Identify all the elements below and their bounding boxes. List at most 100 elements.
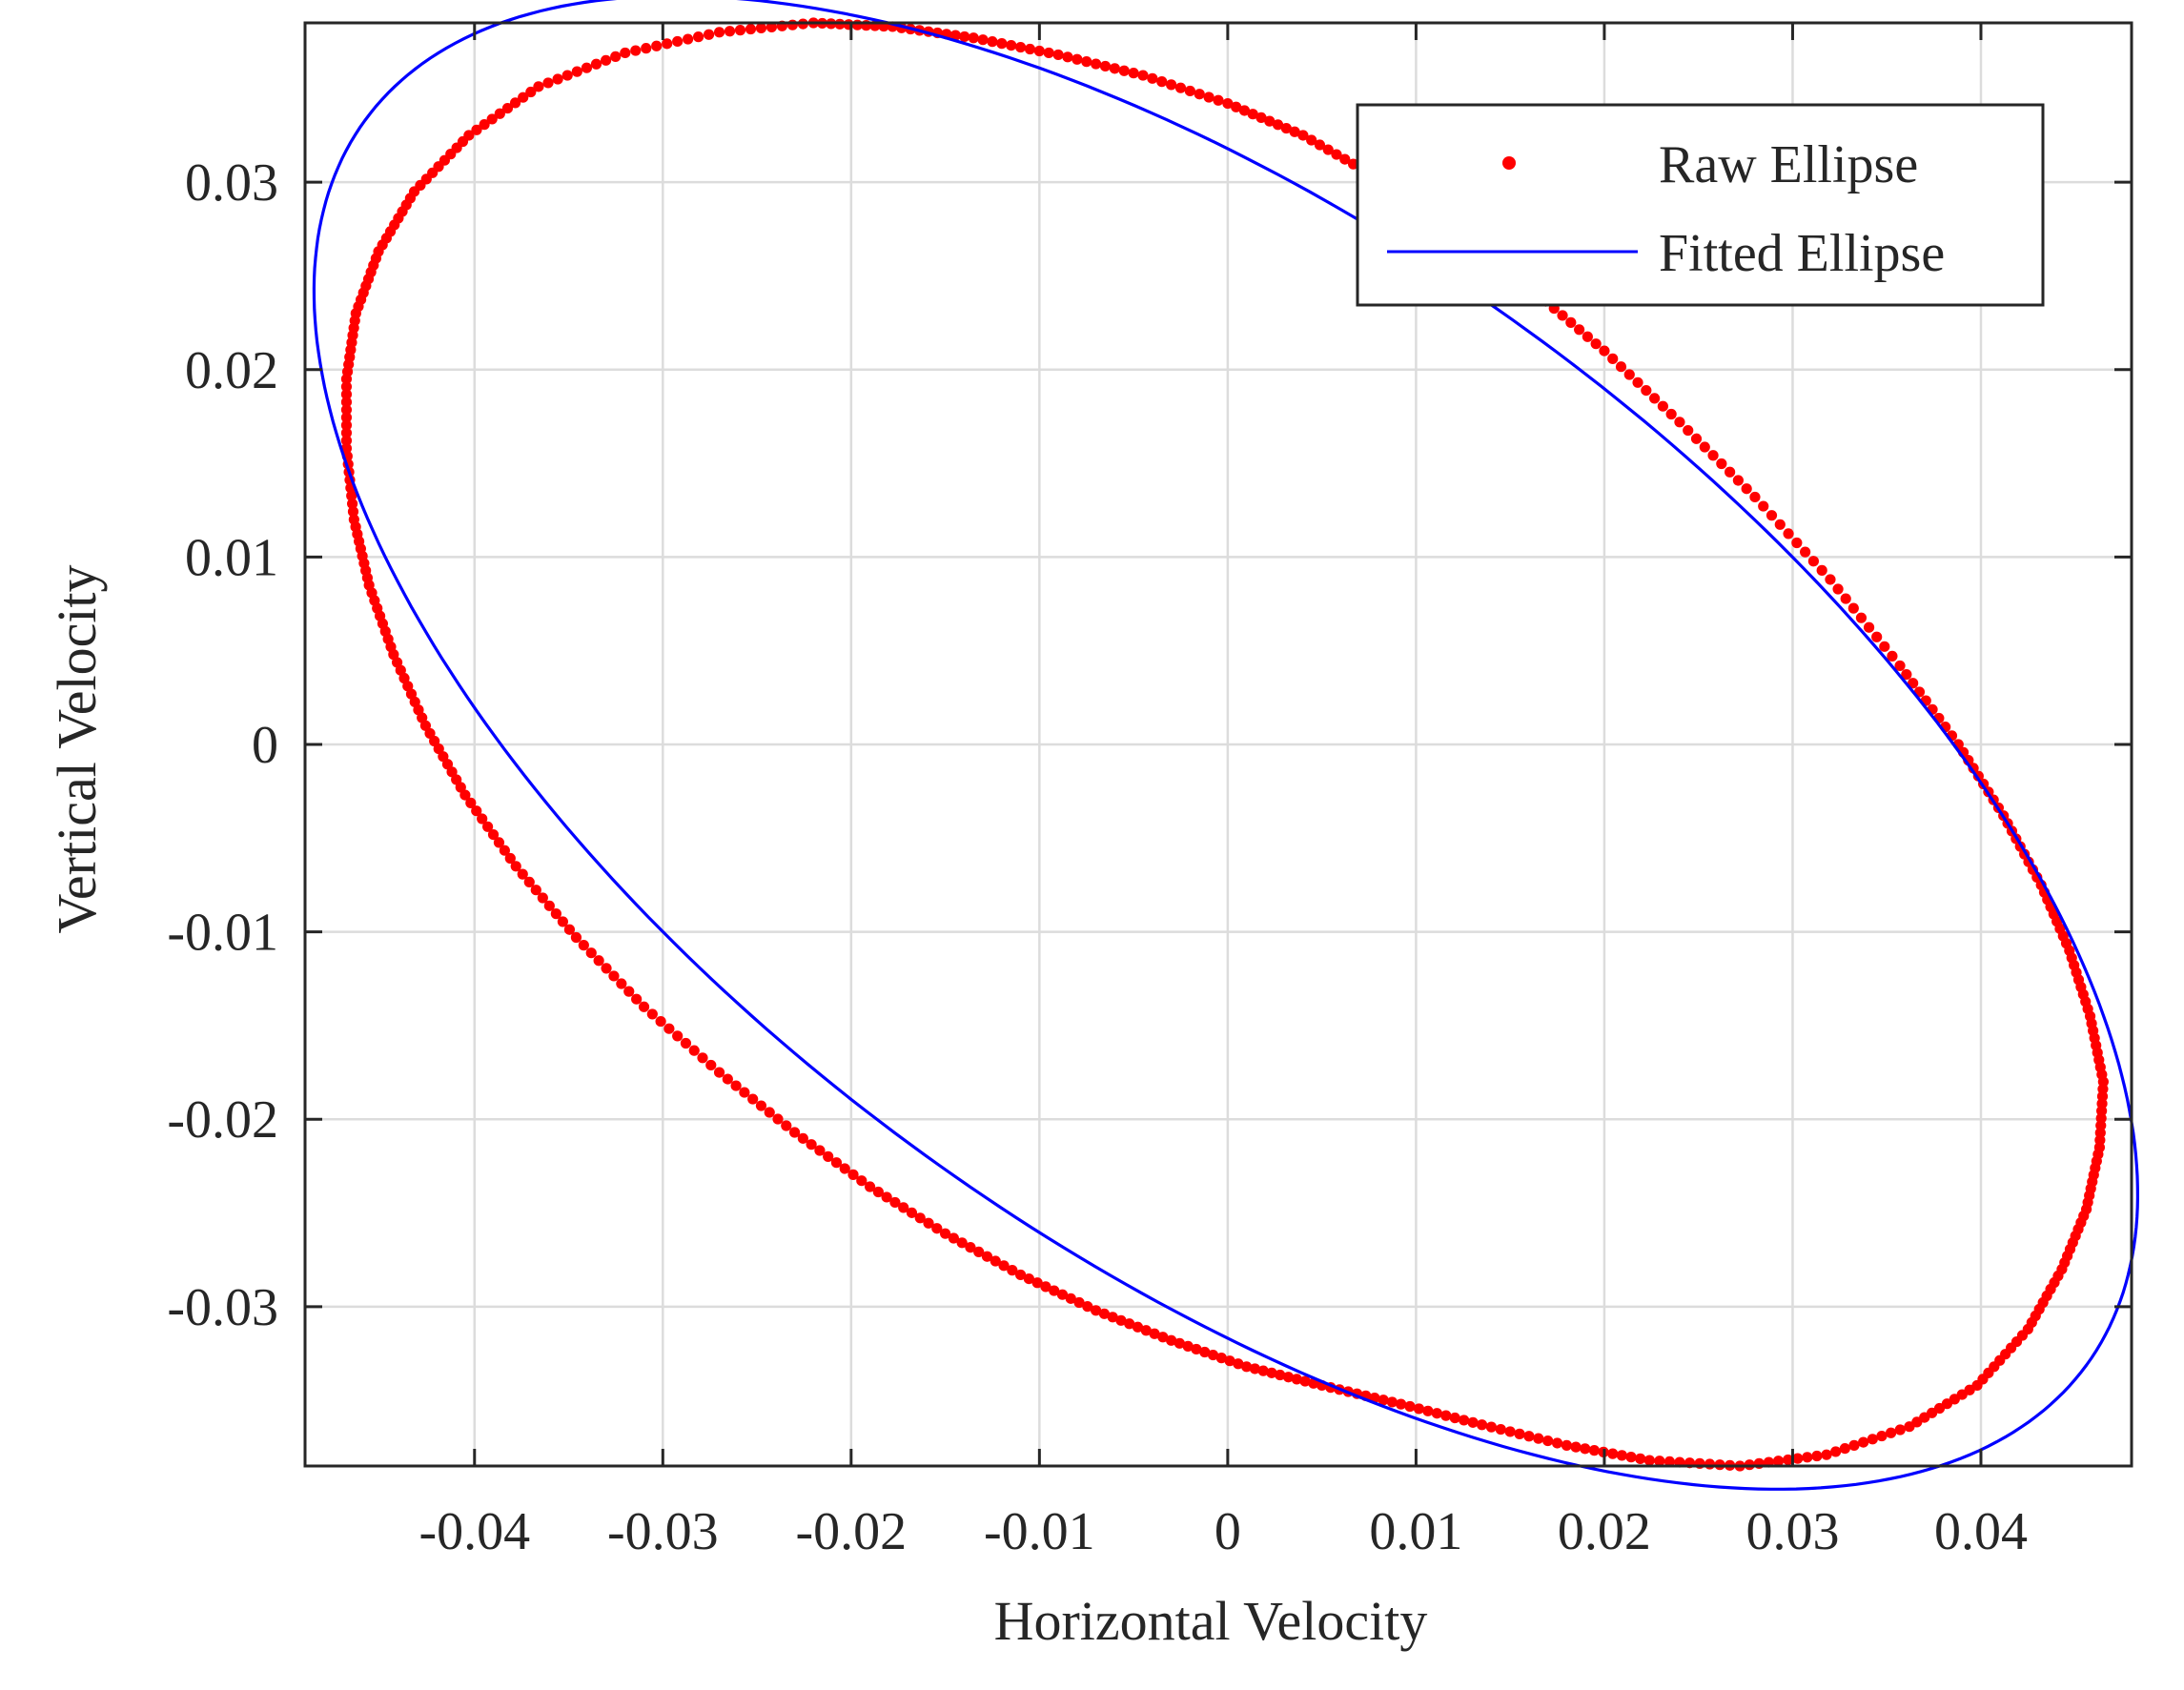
raw-ellipse-point <box>973 1246 985 1258</box>
raw-ellipse-point <box>1098 1308 1110 1319</box>
x-tick-label: -0.03 <box>607 1502 719 1561</box>
raw-ellipse-point <box>1876 1430 1888 1442</box>
raw-ellipse-point <box>655 1015 666 1028</box>
raw-ellipse-point <box>1607 353 1619 364</box>
raw-ellipse-point <box>1347 158 1359 170</box>
raw-ellipse-point <box>1396 1398 1407 1410</box>
raw-ellipse-point <box>1082 1301 1093 1313</box>
raw-ellipse-point <box>510 861 521 872</box>
raw-ellipse-point <box>1006 39 1017 51</box>
raw-ellipse-point <box>1107 1312 1118 1323</box>
raw-ellipse-point <box>1802 1452 1813 1463</box>
raw-ellipse-point <box>543 900 555 911</box>
raw-ellipse-point <box>1255 112 1267 124</box>
raw-ellipse-point <box>1291 1374 1302 1385</box>
raw-ellipse-point <box>494 108 505 119</box>
raw-ellipse-point <box>504 852 516 865</box>
raw-ellipse-point <box>1580 1443 1591 1455</box>
legend-box <box>1356 103 2045 307</box>
raw-ellipse-point <box>347 498 358 510</box>
x-tick-label: 0.03 <box>1745 1502 1839 1561</box>
raw-ellipse-point <box>1825 574 1836 585</box>
raw-ellipse-point <box>847 1169 859 1180</box>
raw-ellipse-point <box>713 27 725 38</box>
plot-series <box>312 0 2140 1491</box>
raw-ellipse-point <box>1299 1375 1311 1387</box>
raw-ellipse-point <box>772 1113 784 1125</box>
raw-ellipse-point <box>1855 612 1868 623</box>
raw-ellipse-point <box>724 26 736 37</box>
raw-ellipse-point <box>1830 1446 1842 1457</box>
raw-ellipse-point <box>1128 68 1139 79</box>
raw-ellipse-point <box>977 34 989 46</box>
raw-ellipse-point <box>1413 1403 1425 1415</box>
raw-ellipse-point <box>1523 1431 1535 1442</box>
legend-label-fitted: Fitted Ellipse <box>1659 224 1945 283</box>
fitted-ellipse-line <box>312 0 2140 1491</box>
raw-ellipse-point <box>623 986 635 997</box>
raw-ellipse-point <box>1222 97 1234 110</box>
raw-ellipse-point <box>823 1150 834 1162</box>
raw-ellipse-point <box>1908 678 1919 689</box>
raw-ellipse-point <box>1863 621 1875 633</box>
raw-ellipse-point <box>1213 94 1224 106</box>
raw-ellipse-point <box>1495 1423 1506 1435</box>
raw-ellipse-point <box>1272 119 1284 131</box>
raw-ellipse-point <box>1031 1277 1043 1289</box>
raw-ellipse-point <box>340 442 353 454</box>
raw-ellipse-point <box>1732 475 1744 486</box>
x-tick-label: 0.01 <box>1369 1502 1462 1561</box>
raw-ellipse-point <box>1783 528 1794 540</box>
raw-ellipse-point <box>987 36 998 48</box>
raw-ellipse-point <box>797 1132 808 1144</box>
raw-ellipse-point <box>630 45 642 56</box>
raw-ellipse-point <box>1623 369 1635 380</box>
raw-ellipse-point <box>487 828 500 841</box>
raw-ellipse-point <box>755 1100 767 1111</box>
raw-ellipse-point <box>1783 1454 1794 1466</box>
raw-ellipse-point <box>2096 1069 2108 1080</box>
raw-ellipse-point <box>1588 1445 1600 1456</box>
raw-ellipse-point <box>1894 1424 1906 1435</box>
y-tick-label: 0.02 <box>185 341 278 400</box>
raw-ellipse-point <box>1816 564 1827 576</box>
raw-ellipse-point <box>734 25 746 36</box>
raw-ellipse-point <box>501 102 514 114</box>
raw-ellipse-point <box>1664 1456 1676 1468</box>
y-tick-label: -0.03 <box>167 1278 278 1337</box>
raw-ellipse-point <box>340 435 353 446</box>
raw-ellipse-point <box>1081 56 1092 68</box>
raw-ellipse-point <box>1590 338 1602 350</box>
raw-ellipse-point <box>1704 1458 1716 1470</box>
raw-ellipse-point <box>1616 1450 1627 1461</box>
raw-ellipse-point <box>1297 130 1309 141</box>
raw-ellipse-point <box>923 1217 934 1229</box>
raw-ellipse-point <box>1014 1269 1027 1281</box>
raw-ellipse-point <box>996 38 1008 50</box>
x-tick-label: -0.04 <box>418 1502 530 1561</box>
raw-ellipse-point <box>1811 1450 1823 1462</box>
raw-ellipse-point <box>1758 500 1769 512</box>
raw-ellipse-point <box>1052 49 1064 61</box>
raw-ellipse-point <box>1033 45 1045 57</box>
raw-ellipse-point <box>1894 660 1906 672</box>
raw-ellipse-point <box>552 73 563 85</box>
raw-ellipse-point <box>1132 1321 1144 1333</box>
raw-ellipse-point <box>745 23 757 35</box>
raw-ellipse-point <box>1847 602 1859 614</box>
raw-ellipse-point <box>830 1157 843 1169</box>
raw-ellipse-point <box>610 51 622 62</box>
raw-ellipse-point <box>590 58 602 70</box>
raw-ellipse-point <box>1049 1285 1060 1296</box>
raw-ellipse-point <box>1191 1343 1202 1355</box>
raw-ellipse-point <box>872 1186 884 1198</box>
raw-ellipse-point <box>898 1202 909 1213</box>
raw-ellipse-point <box>1504 1426 1516 1437</box>
raw-ellipse-point <box>764 1107 775 1118</box>
raw-ellipse-point <box>1725 466 1736 478</box>
raw-ellipse-point <box>1072 53 1083 65</box>
raw-ellipse-point <box>1275 1369 1286 1381</box>
raw-ellipse-point <box>1065 1293 1076 1304</box>
raw-ellipse-point <box>948 1232 959 1244</box>
x-axis-label: Horizontal Velocity <box>994 1590 1428 1652</box>
